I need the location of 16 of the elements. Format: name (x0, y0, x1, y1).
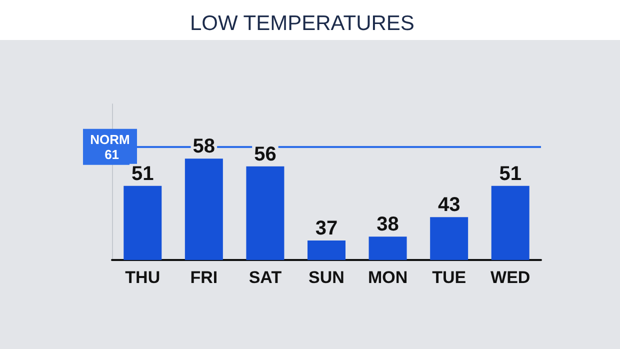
x-tick-label: SAT (248, 268, 282, 287)
data-label: 58 (192, 136, 216, 158)
data-label: 56 (254, 143, 276, 166)
x-tick-label: THU (125, 268, 160, 287)
ref-line-label: NORM 61 (90, 132, 130, 162)
x-tick-label: MON (368, 268, 408, 287)
data-label: 38 (376, 214, 399, 236)
data-label: 43 (438, 194, 460, 216)
x-tick-label: TUE (432, 268, 466, 287)
x-tick-label: FRI (190, 268, 218, 287)
chart-title: LOW TEMPERATURES (190, 12, 414, 35)
x-tick-label: WED (490, 268, 530, 287)
x-tick-label: SUN (308, 268, 344, 287)
data-label: 37 (315, 218, 338, 240)
data-label: 51 (132, 162, 154, 185)
data-label: 51 (499, 162, 522, 185)
